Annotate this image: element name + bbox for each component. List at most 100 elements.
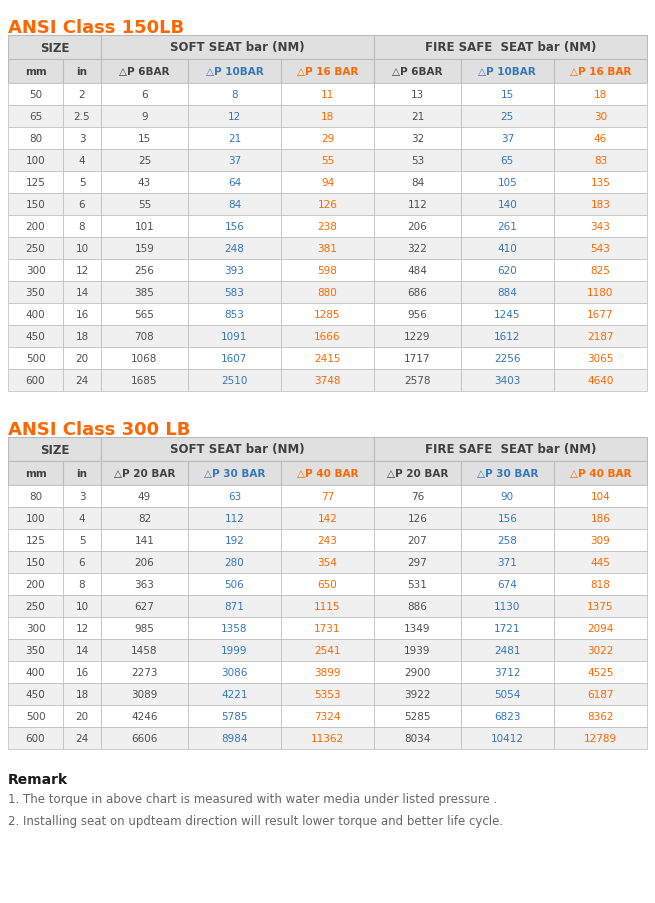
Bar	[554, 595, 647, 618]
Text: 650: 650	[318, 580, 337, 590]
Bar	[188, 507, 281, 529]
Bar	[188, 260, 281, 282]
Bar	[461, 573, 554, 595]
Bar	[374, 486, 461, 507]
Text: 3089: 3089	[131, 689, 158, 699]
Text: 3403: 3403	[494, 376, 521, 386]
Text: 20: 20	[75, 354, 88, 364]
Bar	[8, 36, 101, 60]
Text: 18: 18	[75, 331, 88, 341]
Bar	[8, 150, 63, 172]
Text: 186: 186	[591, 514, 610, 524]
Bar	[101, 303, 188, 326]
Text: 1731: 1731	[314, 623, 341, 633]
Bar	[461, 486, 554, 507]
Bar	[101, 150, 188, 172]
Text: 985: 985	[134, 623, 155, 633]
Bar	[101, 639, 188, 661]
Bar	[374, 194, 461, 216]
Text: 583: 583	[225, 288, 244, 298]
Text: 4: 4	[79, 156, 85, 166]
Bar	[8, 552, 63, 573]
Bar	[374, 237, 461, 260]
Bar	[461, 552, 554, 573]
Text: 5785: 5785	[221, 712, 248, 721]
Text: 5353: 5353	[314, 689, 341, 699]
Text: 600: 600	[26, 376, 45, 386]
Bar	[101, 194, 188, 216]
Bar	[188, 529, 281, 552]
Bar	[188, 128, 281, 150]
Text: 24: 24	[75, 376, 88, 386]
Bar	[8, 128, 63, 150]
Bar	[188, 573, 281, 595]
Bar	[554, 684, 647, 705]
Text: 10412: 10412	[491, 733, 524, 743]
Bar	[281, 172, 374, 194]
Text: 350: 350	[26, 288, 45, 298]
Bar	[374, 661, 461, 684]
Bar	[188, 84, 281, 106]
Bar	[461, 618, 554, 639]
Text: 1458: 1458	[131, 646, 158, 656]
Bar	[63, 461, 101, 486]
Bar	[374, 438, 647, 461]
Bar	[374, 369, 461, 392]
Text: 200: 200	[26, 580, 45, 590]
Bar	[188, 684, 281, 705]
Bar	[281, 150, 374, 172]
Text: 150: 150	[26, 557, 45, 567]
Bar	[554, 216, 647, 237]
Bar	[281, 595, 374, 618]
Text: 12: 12	[228, 112, 241, 122]
Bar	[374, 260, 461, 282]
Text: 674: 674	[497, 580, 517, 590]
Bar	[281, 573, 374, 595]
Bar	[281, 552, 374, 573]
Text: 6187: 6187	[587, 689, 614, 699]
Text: 126: 126	[407, 514, 427, 524]
Text: Remark: Remark	[8, 772, 68, 787]
Text: 2510: 2510	[221, 376, 248, 386]
Text: 250: 250	[26, 601, 45, 611]
Text: 300: 300	[26, 265, 45, 275]
Text: 2541: 2541	[314, 646, 341, 656]
Bar	[281, 260, 374, 282]
Text: 8: 8	[231, 90, 238, 100]
Bar	[281, 237, 374, 260]
Text: 159: 159	[134, 244, 155, 254]
Text: 90: 90	[501, 491, 514, 501]
Bar	[554, 727, 647, 749]
Bar	[63, 303, 101, 326]
Bar	[554, 552, 647, 573]
Text: 3: 3	[79, 134, 85, 144]
Bar	[461, 84, 554, 106]
Text: 37: 37	[228, 156, 241, 166]
Bar	[374, 573, 461, 595]
Text: 2578: 2578	[404, 376, 431, 386]
Bar	[374, 552, 461, 573]
Text: 248: 248	[225, 244, 244, 254]
Text: 6: 6	[79, 557, 85, 567]
Bar	[461, 150, 554, 172]
Bar	[281, 618, 374, 639]
Text: 354: 354	[318, 557, 337, 567]
Text: 1685: 1685	[131, 376, 158, 386]
Text: △P 30 BAR: △P 30 BAR	[204, 469, 265, 479]
Text: 1180: 1180	[588, 288, 614, 298]
Text: 142: 142	[318, 514, 337, 524]
Bar	[554, 237, 647, 260]
Text: 1245: 1245	[494, 310, 521, 320]
Text: 84: 84	[228, 200, 241, 209]
Bar	[188, 172, 281, 194]
Bar	[461, 326, 554, 348]
Text: 1285: 1285	[314, 310, 341, 320]
Text: 30: 30	[594, 112, 607, 122]
Text: 450: 450	[26, 689, 45, 699]
Text: 2187: 2187	[587, 331, 614, 341]
Bar	[188, 216, 281, 237]
Bar	[554, 282, 647, 303]
Bar	[63, 216, 101, 237]
Bar	[461, 727, 554, 749]
Text: 12: 12	[75, 265, 88, 275]
